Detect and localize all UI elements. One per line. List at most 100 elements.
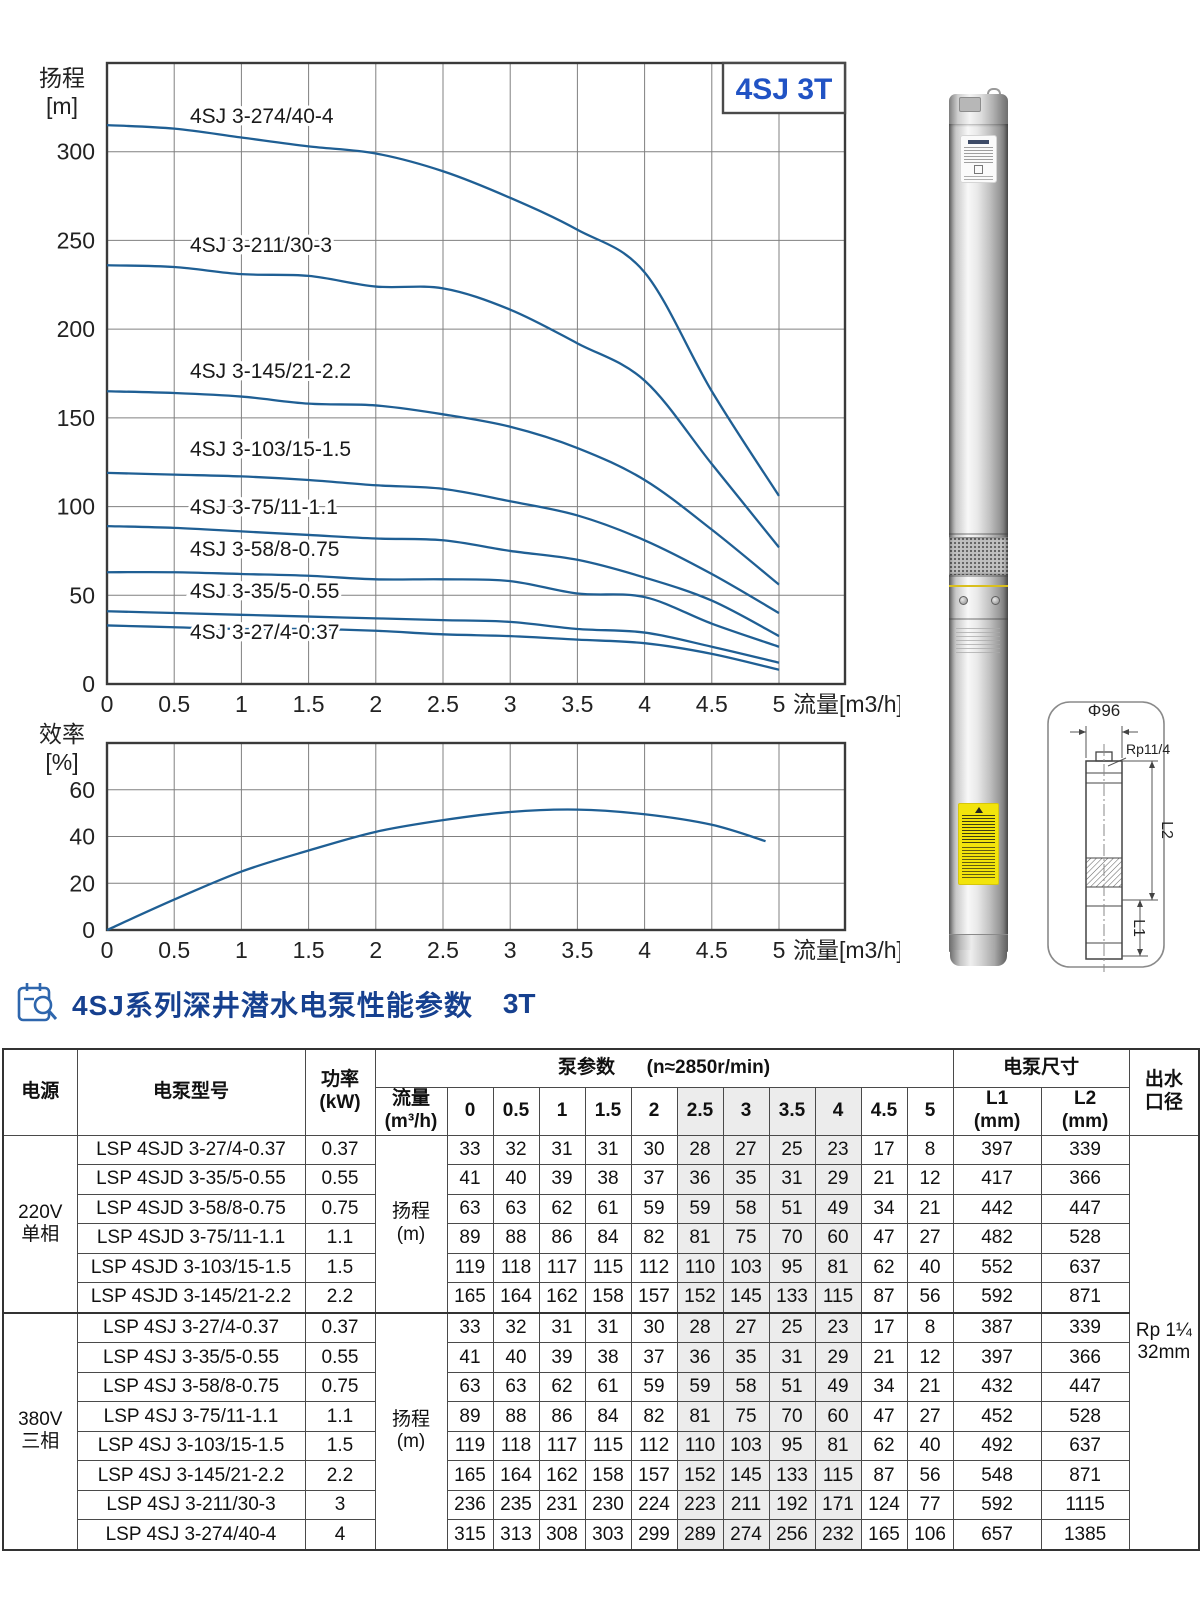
head-value-cell: 289 [676,1519,724,1551]
head-value-cell: 164 [492,1460,540,1491]
svg-text:4: 4 [638,691,651,717]
svg-text:40: 40 [69,824,95,850]
head-value-cell: 12 [906,1342,954,1373]
screw [959,596,968,605]
kw-cell: 3 [304,1489,376,1521]
svg-text:4.5: 4.5 [696,691,728,717]
head-value-cell: 162 [538,1281,586,1314]
head-value-cell: 33 [446,1134,494,1165]
etched-text [956,628,1000,654]
svg-text:4: 4 [638,937,651,963]
head-value-cell: 36 [676,1164,724,1195]
l1-cell: 432 [952,1371,1042,1403]
head-value-cell: 89 [446,1401,494,1432]
pump-strainer [949,537,1008,575]
header-l2: L2 (mm) [1040,1086,1130,1136]
head-value-cell: 133 [768,1460,816,1491]
head-value-cell: 235 [492,1489,540,1521]
head-value-cell: 112 [630,1252,678,1283]
l2-label: L2 [1158,821,1175,839]
head-value-cell: 33 [446,1311,494,1344]
y-axis-title: [%] [45,749,78,775]
head-value-cell: 62 [538,1193,586,1224]
head-value-cell: 303 [584,1519,632,1551]
model-cell: LSP 4SJD 3-58/8-0.75 [76,1193,306,1224]
kw-cell: 1.5 [304,1430,376,1462]
head-value-cell: 89 [446,1223,494,1254]
header-flow-3: 3 [722,1086,770,1136]
head-value-cell: 27 [722,1311,770,1344]
x-axis-title: 流量[m3/h] [793,937,900,963]
curve-label: 4SJ 3-211/30-3 [190,234,332,257]
head-value-cell: 31 [538,1134,586,1165]
svg-text:0.5: 0.5 [158,937,190,963]
outlet-value-cell: Rp 1¼ 32mm [1128,1134,1200,1551]
header-flow-5: 5 [906,1086,954,1136]
head-value-cell: 82 [630,1401,678,1432]
model-cell: LSP 4SJ 3-27/4-0.37 [76,1311,306,1344]
thread-label: Rp11/4 [1126,741,1170,757]
head-value-cell: 29 [814,1164,862,1195]
efficiency-chart: 0 20 40 60 0 0.5 1 1.5 2 2.5 3 3.5 4 4.5 5 流量[m3/h] 效率[%… [39,721,900,963]
head-value-cell: 32 [492,1134,540,1165]
head-value-cell: 84 [584,1401,632,1432]
head-value-cell: 211 [722,1489,770,1521]
curve-label: 4SJ 3-103/15-1.5 [190,438,351,461]
head-value-cell: 39 [538,1164,586,1195]
l1-cell: 417 [952,1164,1042,1195]
svg-text:20: 20 [69,870,95,896]
l1-cell: 482 [952,1223,1042,1254]
header-power-kw: 功率 (kW) [304,1048,376,1136]
header-flow-1: 1 [538,1086,586,1136]
head-value-cell: 82 [630,1223,678,1254]
head-value-cell: 157 [630,1281,678,1314]
head-value-cell: 34 [860,1371,908,1403]
head-value-cell: 62 [538,1371,586,1403]
power-supply-cell: 380V 三相 [2,1311,78,1551]
header-flow-4: 4 [814,1086,862,1136]
head-value-cell: 145 [722,1460,770,1491]
head-value-cell: 21 [906,1193,954,1224]
header-l1: L1 (mm) [952,1086,1042,1136]
l2-cell: 447 [1040,1371,1130,1403]
curve-4SJ 3-145/21-2.2 [106,390,780,586]
warning-triangle-icon [974,807,983,813]
head-value-cell: 158 [584,1281,632,1314]
model-cell: LSP 4SJ 3-274/40-4 [76,1519,306,1551]
table-row: LSP 4SJ 3-274/40-4 4 315 313 308 303 299 289 274… [3,1519,1199,1551]
axis-tick-labels: 0 20 40 60 0 0.5 1 1.5 2 2.5 3 3.5 4 4.5 5 [69,777,785,963]
l1-cell: 552 [952,1252,1042,1283]
l1-cell: 592 [952,1489,1042,1521]
header-flow-4.5: 4.5 [860,1086,908,1136]
head-value-cell: 35 [722,1164,770,1195]
model-cell: LSP 4SJ 3-58/8-0.75 [76,1371,306,1403]
head-value-cell: 49 [814,1371,862,1403]
head-value-cell: 30 [630,1311,678,1344]
head-value-cell: 12 [906,1164,954,1195]
head-value-cell: 31 [768,1164,816,1195]
l2-cell: 339 [1040,1134,1130,1165]
head-value-cell: 51 [768,1371,816,1403]
svg-text:150: 150 [57,405,95,431]
head-value-cell: 31 [584,1311,632,1344]
curve-label: 4SJ 3-274/40-4 [190,105,334,128]
screw [991,596,1000,605]
curve-label: 4SJ 3-145/21-2.2 [190,360,351,383]
l1-cell: 387 [952,1311,1042,1344]
svg-text:1: 1 [235,691,248,717]
model-cell: LSP 4SJD 3-35/5-0.55 [76,1164,306,1195]
header-power-supply: 电源 [2,1048,78,1136]
head-value-cell: 60 [814,1401,862,1432]
head-value-cell: 40 [906,1430,954,1462]
head-value-cell: 17 [860,1134,908,1165]
head-value-cell: 224 [630,1489,678,1521]
l2-cell: 366 [1040,1164,1130,1195]
head-value-cell: 231 [538,1489,586,1521]
head-value-cell: 115 [584,1252,632,1283]
head-value-cell: 8 [906,1311,954,1344]
head-value-cell: 88 [492,1401,540,1432]
head-value-cell: 59 [676,1193,724,1224]
curve-4SJ 3-274/40-4 [106,123,780,497]
curve-4SJ 3-58/8-0.75 [106,570,780,648]
